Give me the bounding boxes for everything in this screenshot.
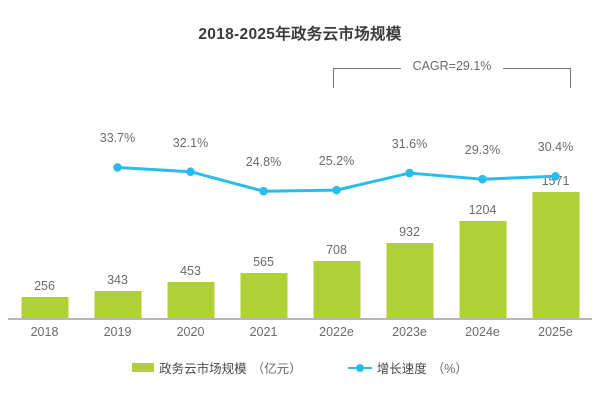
legend-bar-label: 政务云市场规模 — [159, 362, 247, 376]
bar-2022e[interactable]: 708 — [300, 0, 373, 319]
chart-title: 2018-2025年政务云市场规模 — [198, 26, 402, 43]
bar-2021[interactable]: 565 — [227, 0, 300, 319]
x-tick-2021: 2021 — [249, 325, 278, 339]
bar-value-label: 256 — [34, 279, 55, 294]
legend-item-growth-rate[interactable]: 增长速度 （%） — [347, 358, 468, 377]
legend-line-unit: （%） — [431, 362, 468, 376]
bar-value-label: 343 — [107, 272, 128, 287]
growth-point-2022e[interactable] — [332, 185, 341, 195]
cagr-bracket-line-right — [503, 68, 571, 69]
growth-line-series — [113, 163, 560, 196]
cagr-bracket-tick-right — [570, 68, 571, 88]
bar-2018[interactable]: 256 — [8, 0, 81, 319]
x-axis-line — [8, 318, 592, 320]
cagr-annotation: CAGR=29.1% — [333, 59, 571, 94]
bar-rect — [167, 281, 214, 318]
growth-value-label: 33.7% — [99, 131, 136, 146]
bar-2019[interactable]: 343 — [81, 0, 154, 319]
cagr-bracket-line-left — [333, 68, 401, 69]
bar-value-label: 453 — [180, 263, 201, 278]
bar-value-label: 708 — [326, 243, 347, 258]
x-tick-2025e: 2025e — [538, 325, 573, 339]
legend-line-label: 增长速度 — [376, 362, 427, 376]
x-axis-labels: 2018 2019 2020 2021 2022e 2023e 2024e 2025e — [0, 325, 600, 347]
legend-item-market-size[interactable]: 政务云市场规模 （亿元） — [132, 358, 302, 377]
growth-value-label: 31.6% — [391, 137, 428, 152]
bar-2025e[interactable]: 1571 — [519, 0, 592, 319]
bar-rect — [459, 221, 506, 318]
x-tick-2018: 2018 — [30, 325, 59, 339]
legend-line-swatch-icon — [347, 363, 372, 373]
legend-bar-unit: （亿元） — [251, 362, 302, 376]
x-tick-2020: 2020 — [176, 325, 205, 339]
growth-value-label: 24.8% — [245, 155, 282, 170]
x-tick-2022e: 2022e — [319, 325, 354, 339]
chart-legend: 政务云市场规模 （亿元） 增长速度 （%） — [0, 358, 600, 377]
bar-rect — [240, 272, 287, 318]
bar-rect — [386, 243, 433, 318]
growth-point-2025e[interactable] — [551, 171, 560, 181]
bar-rect — [94, 290, 141, 318]
growth-point-2023e[interactable] — [405, 168, 414, 178]
cagr-bracket-tick-left — [333, 68, 334, 88]
cagr-label: CAGR=29.1% — [412, 59, 492, 73]
growth-point-2024e[interactable] — [478, 174, 487, 184]
bar-value-label: 565 — [253, 254, 274, 269]
bar-value-label: 932 — [399, 225, 420, 240]
bar-value-label: 1204 — [468, 203, 497, 218]
plot-area: 256 343 453 565 708 932 1204 1571 33.7% 32.1% 24.… — [8, 0, 592, 320]
growth-value-label: 30.4% — [537, 140, 574, 155]
legend-bar-swatch-icon — [132, 363, 155, 372]
bar-2023e[interactable]: 932 — [373, 0, 446, 319]
x-tick-2024e: 2024e — [465, 325, 500, 339]
growth-value-label: 32.1% — [172, 135, 209, 150]
growth-value-label: 29.3% — [464, 143, 501, 158]
x-tick-2023e: 2023e — [392, 325, 427, 339]
x-tick-2019: 2019 — [103, 325, 132, 339]
growth-point-2020[interactable] — [186, 167, 195, 177]
growth-value-label: 25.2% — [318, 154, 355, 169]
bar-rect — [21, 297, 68, 318]
bar-2024e[interactable]: 1204 — [446, 0, 519, 319]
bar-rect — [313, 261, 360, 318]
growth-point-2021[interactable] — [259, 186, 268, 196]
bar-2020[interactable]: 453 — [154, 0, 227, 319]
bar-rect — [532, 192, 579, 318]
growth-point-2019[interactable] — [113, 163, 122, 172]
